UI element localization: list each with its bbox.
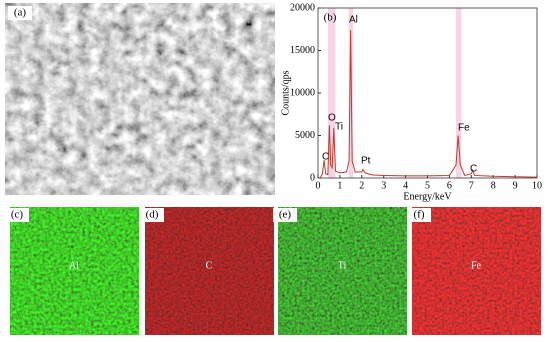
peak-label: Pt <box>361 156 371 167</box>
element-label: Fe <box>471 260 482 271</box>
x-tick-label: 1 <box>337 180 342 191</box>
element-map <box>145 207 274 335</box>
panel-label: (c) <box>11 209 24 221</box>
label-box <box>5 208 29 222</box>
y-axis-label: Counts/qps <box>280 70 291 115</box>
x-tick-label: 8 <box>491 180 496 191</box>
x-tick-label: 2 <box>359 180 364 191</box>
y-tick-label: 0 <box>310 172 315 183</box>
peak-label: C <box>470 164 477 175</box>
peak-label: O <box>328 113 336 124</box>
spectrum-line <box>319 30 538 179</box>
y-tick-label: 20000 <box>290 2 315 13</box>
peak-label: C <box>322 152 329 163</box>
panel-label: (d) <box>146 209 159 221</box>
element-map <box>412 207 541 335</box>
peak-band <box>348 8 354 178</box>
label-box <box>273 208 297 222</box>
x-tick-label: 10 <box>532 180 542 191</box>
element-map <box>278 207 407 335</box>
y-tick-label: 5000 <box>295 130 315 141</box>
peak-band <box>327 8 336 178</box>
x-tick-label: 0 <box>316 180 321 191</box>
y-tick-label: 15000 <box>290 45 315 56</box>
element-label: Ti <box>338 260 347 271</box>
label-box <box>407 208 431 222</box>
element-map <box>10 207 139 335</box>
element-label: Al <box>69 260 79 271</box>
panel-label: (e) <box>279 209 292 221</box>
x-tick-label: 6 <box>447 180 452 191</box>
element-maps: (c) Al (d) C (e) Ti (f) Fe <box>5 207 541 335</box>
peak-band <box>455 8 462 178</box>
x-tick-label: 7 <box>469 180 474 191</box>
x-axis-label: Energy/keV <box>403 191 452 202</box>
peak-label: Ti <box>335 122 343 133</box>
peak-label: Fe <box>458 123 470 134</box>
x-tick-label: 4 <box>403 180 408 191</box>
x-tick-label: 9 <box>513 180 518 191</box>
sem-image <box>5 3 275 195</box>
y-tick-label: 10000 <box>290 87 315 98</box>
x-tick-label: 3 <box>381 180 386 191</box>
panel-label: (f) <box>414 209 425 221</box>
element-label: C <box>206 260 213 271</box>
peak-label: Al <box>349 15 358 26</box>
label-box <box>8 6 32 20</box>
x-tick-label: 5 <box>425 180 430 191</box>
label-box <box>140 208 164 222</box>
spectrum-chart: 0 5000 10000 15000 20000 0 1 2 3 4 5 6 7 8 9 10 Energy/k… <box>280 2 542 202</box>
panel-label: (a) <box>14 7 27 19</box>
panel-label: (b) <box>324 12 337 24</box>
